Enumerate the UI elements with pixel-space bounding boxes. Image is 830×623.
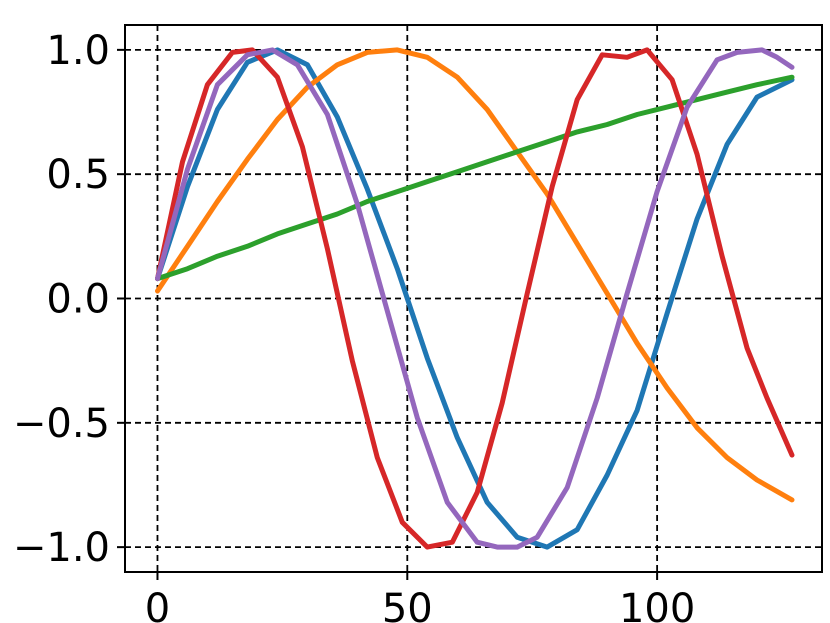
series-line-2 [155,47,795,503]
y-tick-label: 0.5 [46,152,110,198]
x-tick-label: 100 [619,586,695,623]
x-tick-label: 0 [145,586,170,623]
tick-layer [117,48,659,580]
tick-labels: 0 50 100 1.0 0.5 0.0 −0.5 −1.0 [13,28,695,623]
series-line-4 [155,47,795,550]
y-tick-label: 1.0 [46,28,110,74]
series-line-3 [155,74,795,282]
grid-layer [125,25,822,572]
series-layer [155,47,795,550]
series-line-1 [155,47,795,550]
x-tick-label: 50 [382,586,433,623]
y-tick-label: −1.0 [13,525,110,571]
y-tick-label: 0.0 [46,277,110,323]
series-line-5 [155,47,795,550]
y-tick-label: −0.5 [13,401,110,447]
